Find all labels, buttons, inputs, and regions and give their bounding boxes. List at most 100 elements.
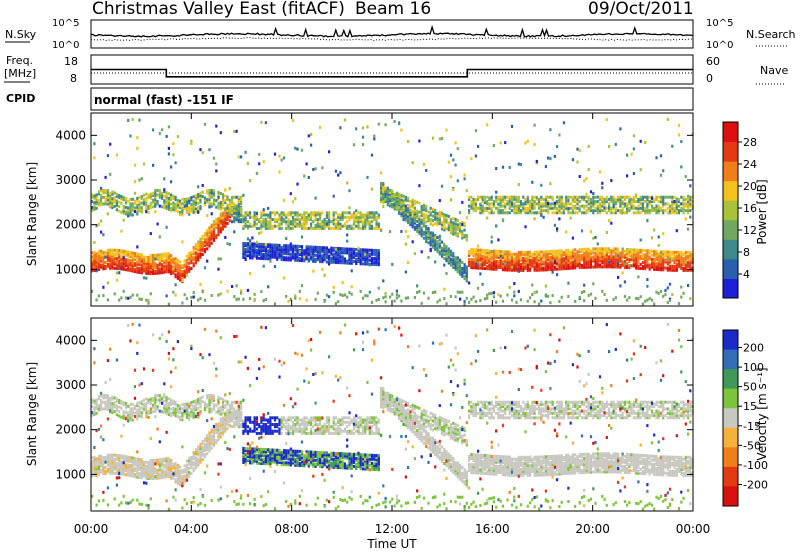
data-cell [425, 209, 428, 213]
data-cell [138, 256, 141, 260]
data-cell [411, 201, 414, 204]
data-cell [445, 247, 448, 251]
data-cell [513, 252, 516, 256]
data-cell [630, 252, 633, 256]
data-cell [677, 211, 681, 215]
data-cell [136, 410, 139, 414]
data-cell [578, 250, 581, 254]
data-cell [587, 202, 590, 206]
data-cell [436, 212, 439, 216]
data-cell [129, 458, 132, 462]
data-cell [131, 257, 134, 261]
data-cell [129, 402, 132, 406]
data-cell [646, 257, 649, 261]
data-cell [675, 258, 678, 262]
data-cell [294, 218, 297, 221]
data-cell [310, 143, 313, 147]
data-cell [188, 206, 191, 209]
data-cell [140, 263, 143, 267]
data-cell [289, 248, 292, 252]
data-cell [434, 236, 437, 240]
data-cell [328, 262, 331, 266]
data-cell [608, 197, 611, 201]
data-cell [531, 258, 534, 262]
data-cell [490, 267, 493, 271]
data-cell [131, 402, 134, 406]
data-cell [370, 187, 374, 191]
data-cell [456, 290, 459, 294]
data-cell [172, 142, 175, 146]
data-cell [431, 207, 435, 211]
data-cell [197, 192, 200, 196]
data-cell [436, 223, 439, 227]
data-cell [551, 264, 554, 267]
data-cell [102, 267, 105, 271]
data-cell [605, 298, 608, 302]
data-cell [653, 209, 656, 213]
data-cell [411, 219, 414, 223]
data-cell [614, 202, 617, 206]
data-cell [623, 280, 626, 284]
data-cell [341, 249, 344, 253]
data-cell [621, 253, 624, 257]
data-cell [242, 248, 245, 251]
data-cell [194, 207, 197, 211]
data-cell [659, 258, 663, 262]
data-cell [224, 236, 227, 239]
data-cell [556, 200, 559, 204]
data-cell [614, 209, 617, 213]
data-cell [499, 202, 502, 206]
data-cell [156, 269, 159, 273]
data-cell [368, 258, 371, 262]
data-cell [479, 206, 482, 210]
data-cell [515, 300, 518, 304]
data-cell [188, 255, 191, 259]
data-cell [377, 226, 380, 230]
data-cell [129, 253, 132, 257]
data-cell [671, 268, 674, 272]
data-cell [384, 190, 387, 194]
data-cell [208, 189, 211, 192]
data-cell [529, 204, 532, 208]
data-cell [375, 226, 378, 230]
nsky-label: N.Sky [5, 28, 37, 41]
data-cell [102, 464, 105, 468]
data-cell [608, 204, 611, 208]
data-cell [152, 405, 155, 409]
data-cell [348, 259, 351, 263]
data-cell [314, 215, 317, 219]
data-cell [666, 258, 669, 262]
data-cell [533, 202, 536, 206]
data-cell [249, 211, 252, 215]
data-cell [443, 263, 446, 267]
data-cell [517, 269, 520, 273]
data-cell [601, 200, 604, 204]
data-cell [172, 265, 175, 269]
data-cell [556, 145, 559, 149]
data-cell [574, 248, 577, 252]
data-cell [630, 202, 633, 206]
data-cell [341, 261, 344, 265]
data-cell [359, 254, 362, 258]
data-cell [212, 234, 216, 238]
data-cell [118, 470, 121, 474]
data-cell [443, 252, 446, 256]
data-cell [91, 414, 94, 418]
data-cell [280, 256, 283, 259]
data-cell [644, 257, 647, 261]
data-cell [109, 461, 112, 465]
data-cell [93, 207, 96, 211]
data-cell [203, 196, 207, 200]
data-cell [97, 202, 100, 206]
data-cell [310, 215, 313, 219]
data-cell [145, 408, 148, 412]
data-cell [508, 256, 511, 260]
data-cell [190, 295, 193, 299]
data-cell [102, 460, 105, 464]
data-cell [614, 200, 617, 204]
data-cell [497, 195, 500, 199]
data-cell [585, 261, 588, 265]
data-cell [689, 215, 692, 219]
data-cell [608, 257, 611, 261]
data-cell [567, 248, 570, 252]
